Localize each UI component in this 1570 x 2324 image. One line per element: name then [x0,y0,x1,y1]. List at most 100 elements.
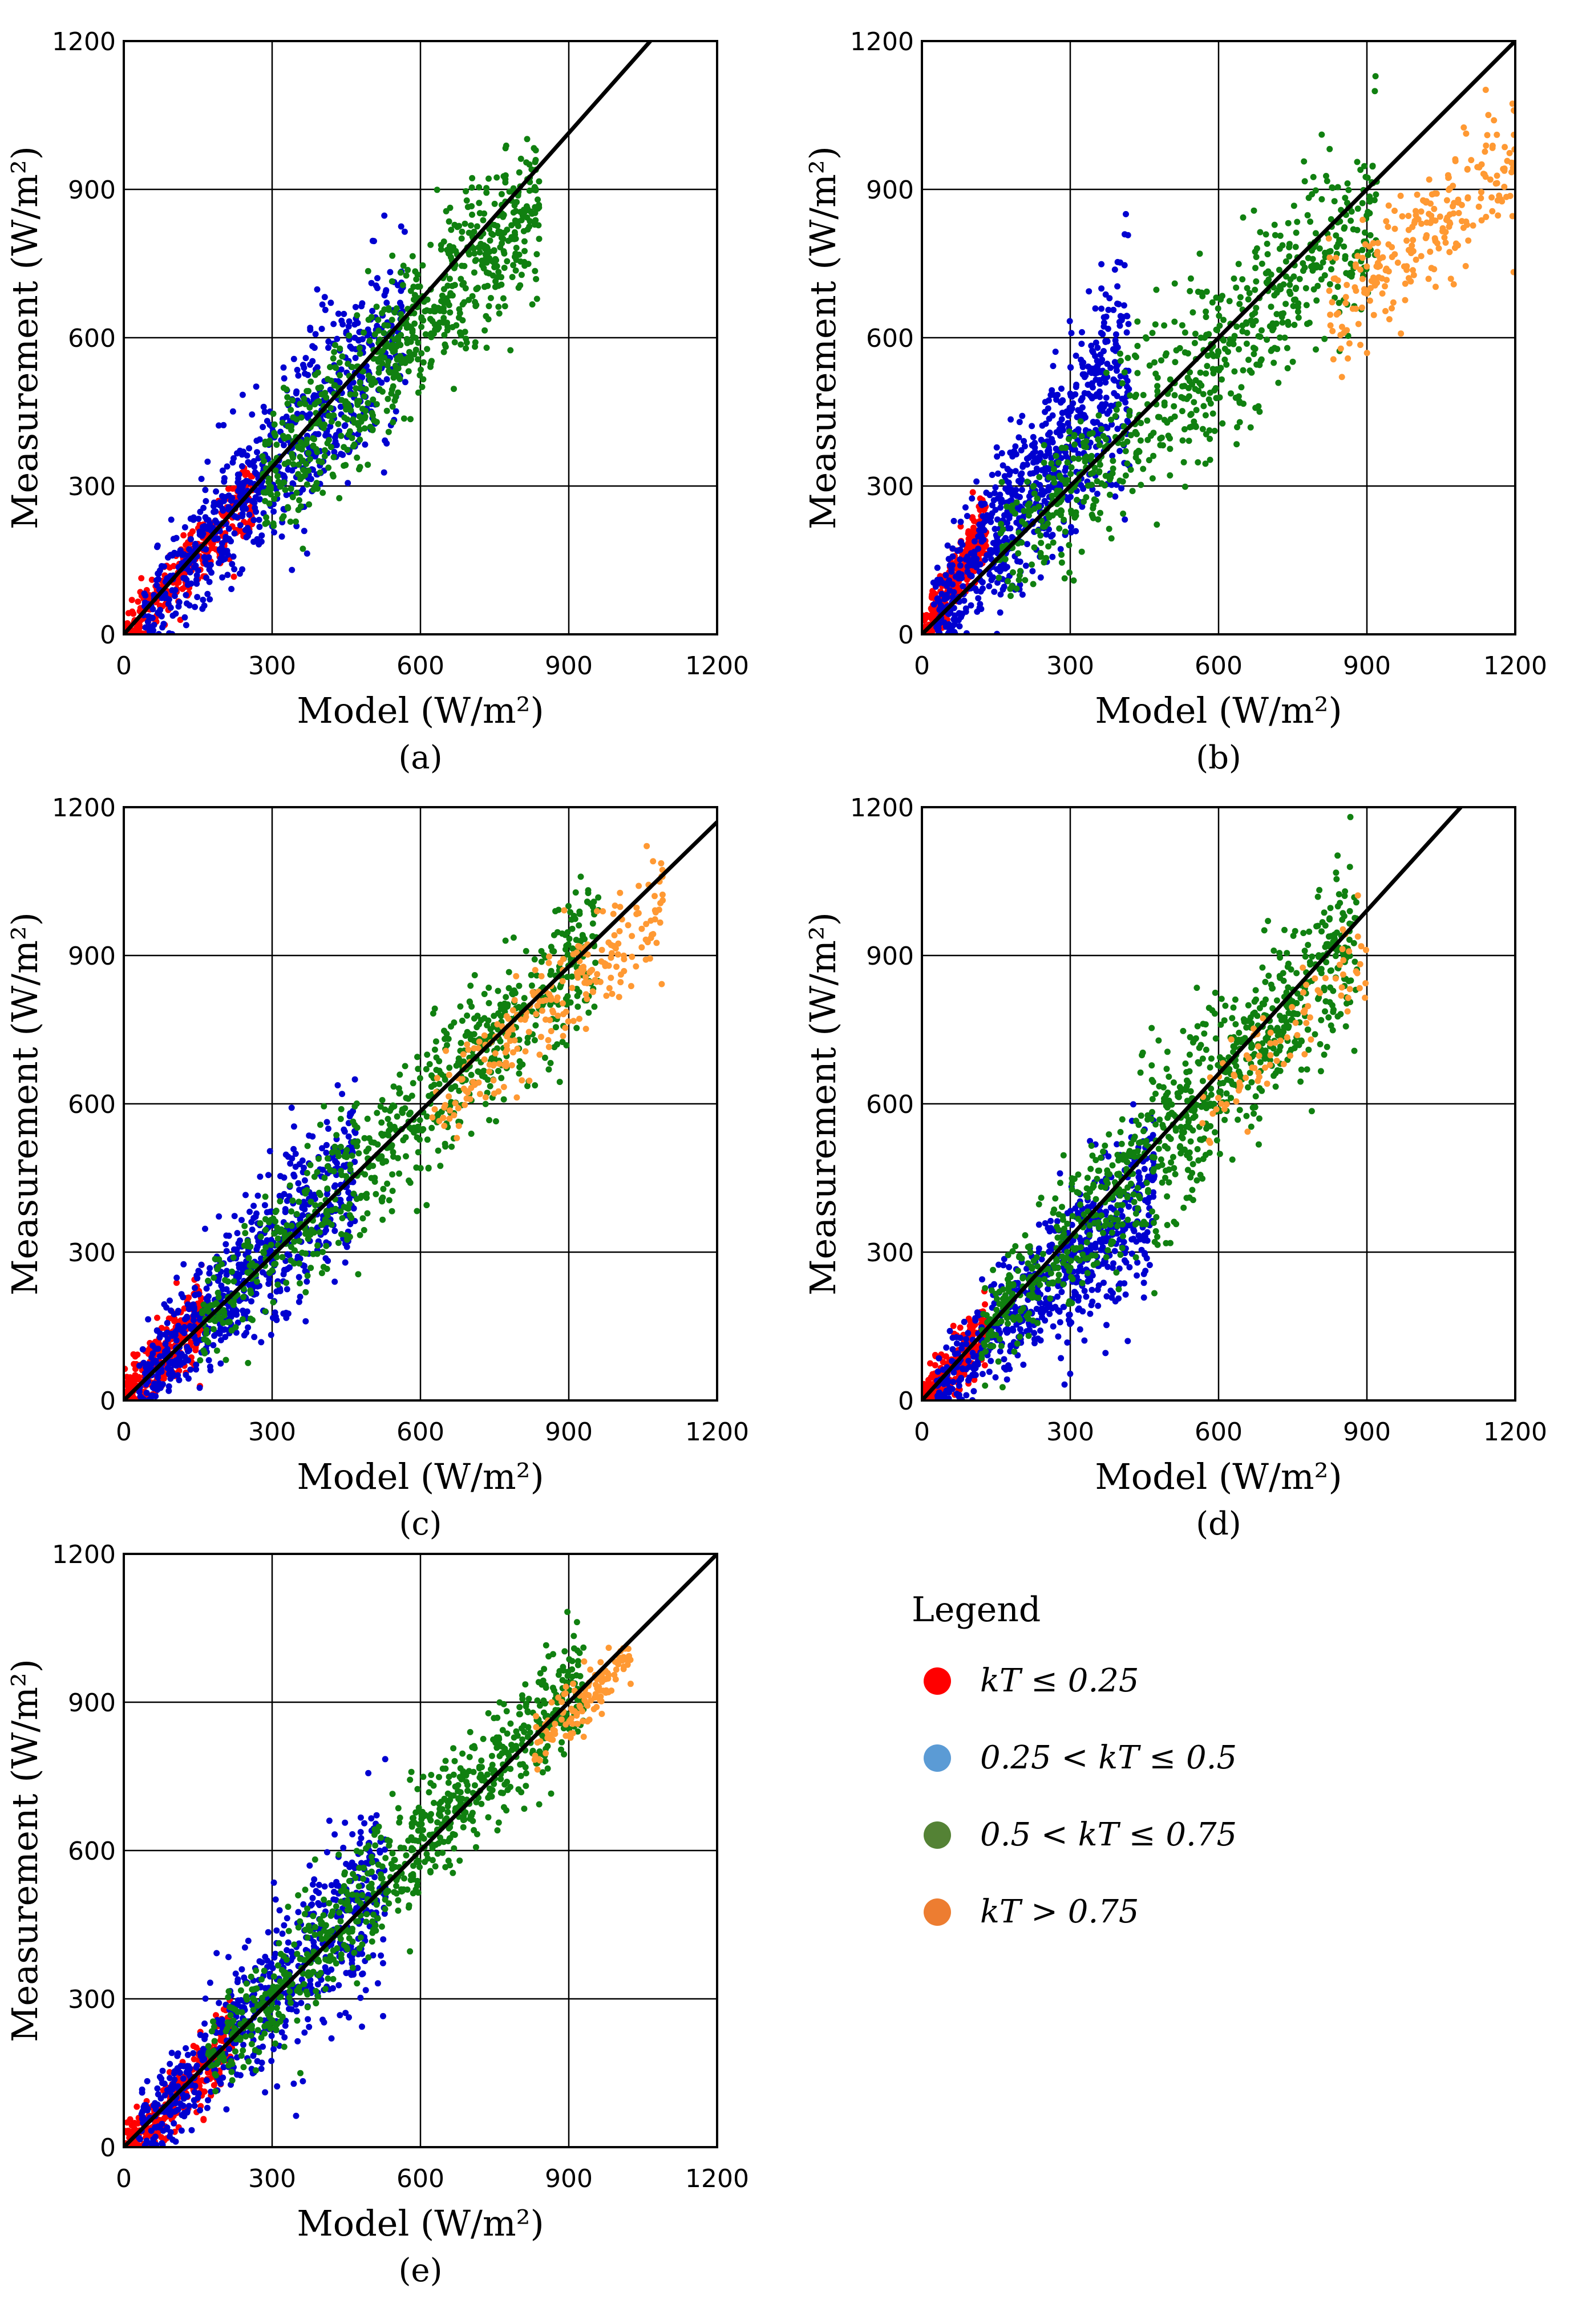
data-point [152,1358,159,1365]
data-point [1501,184,1508,190]
data-point [337,372,343,379]
data-point [260,403,267,410]
data-point [458,1039,464,1046]
data-point [234,514,240,521]
data-point [973,478,980,485]
data-point [1344,282,1350,288]
data-point [1510,269,1515,276]
data-point [266,1148,273,1155]
data-point [1243,341,1250,347]
data-point [944,582,950,589]
data-point [1506,149,1513,156]
data-point [510,209,517,216]
data-point [957,523,964,530]
data-point [327,299,334,306]
data-point [1187,275,1194,282]
data-point [387,269,394,276]
data-point [181,614,188,621]
data-point [1110,457,1116,464]
data-point [175,1372,181,1379]
data-point [171,562,177,569]
data-point [290,1171,297,1178]
data-point [288,423,295,430]
data-point [252,1213,259,1220]
data-point [364,1115,371,1122]
data-point [1049,512,1056,519]
data-point [1005,479,1012,486]
data-point [154,1386,161,1393]
data-point [1198,382,1205,389]
data-point [296,1298,302,1305]
data-point [438,246,444,253]
data-point [1048,460,1055,467]
data-point [171,1318,177,1325]
data-point [1374,240,1381,246]
data-point [1463,130,1470,137]
data-point [149,614,156,621]
data-point [1203,288,1210,295]
data-point [382,289,389,295]
data-point [341,423,348,430]
data-point [1346,340,1353,347]
data-point [1157,435,1164,442]
data-point [1102,472,1109,479]
data-point [1074,496,1081,503]
data-point [1443,217,1450,223]
data-point [165,554,171,561]
data-point [1442,239,1449,246]
data-point [135,598,141,605]
data-point [1167,472,1174,479]
x-tick-label: 900 [545,651,593,681]
data-point [164,1319,171,1326]
data-point [1034,495,1041,502]
data-point [381,212,388,219]
data-point [390,419,396,426]
data-point [1042,464,1049,471]
data-point [1083,438,1090,444]
data-point [1179,437,1186,444]
data-point [376,365,383,372]
data-point [1301,158,1308,165]
data-point [1133,354,1139,361]
data-point [1066,428,1073,435]
data-point [1413,208,1419,214]
data-point [129,608,136,615]
data-point [327,364,333,370]
data-point [368,382,375,388]
data-point [957,539,964,545]
data-point [479,257,485,264]
data-point [245,1359,252,1366]
data-point [279,1254,286,1261]
data-point [1303,302,1310,309]
data-point [1248,317,1255,324]
data-point [1333,232,1340,239]
data-point [1510,160,1515,167]
data-point [1212,385,1219,391]
data-point [243,1329,250,1336]
data-point [1056,525,1063,532]
data-point [1012,443,1019,450]
data-point [206,566,213,573]
data-point [1023,455,1030,462]
data-point [1357,266,1363,273]
data-point [136,1362,143,1369]
data-point [1482,87,1489,93]
data-point [928,606,935,613]
data-point [1328,266,1334,273]
data-point [1112,413,1119,419]
data-point [500,295,507,302]
data-point [1252,404,1259,411]
data-point [393,305,400,312]
data-point [266,1276,273,1283]
data-point [1068,330,1075,337]
data-point [1104,424,1111,431]
data-point [370,396,377,403]
data-point [440,349,447,355]
data-point [1114,300,1120,307]
data-point [922,617,928,624]
data-point [302,1268,309,1274]
data-point [357,436,363,443]
data-point [976,551,983,557]
data-point [536,236,543,242]
data-point [1038,487,1045,493]
